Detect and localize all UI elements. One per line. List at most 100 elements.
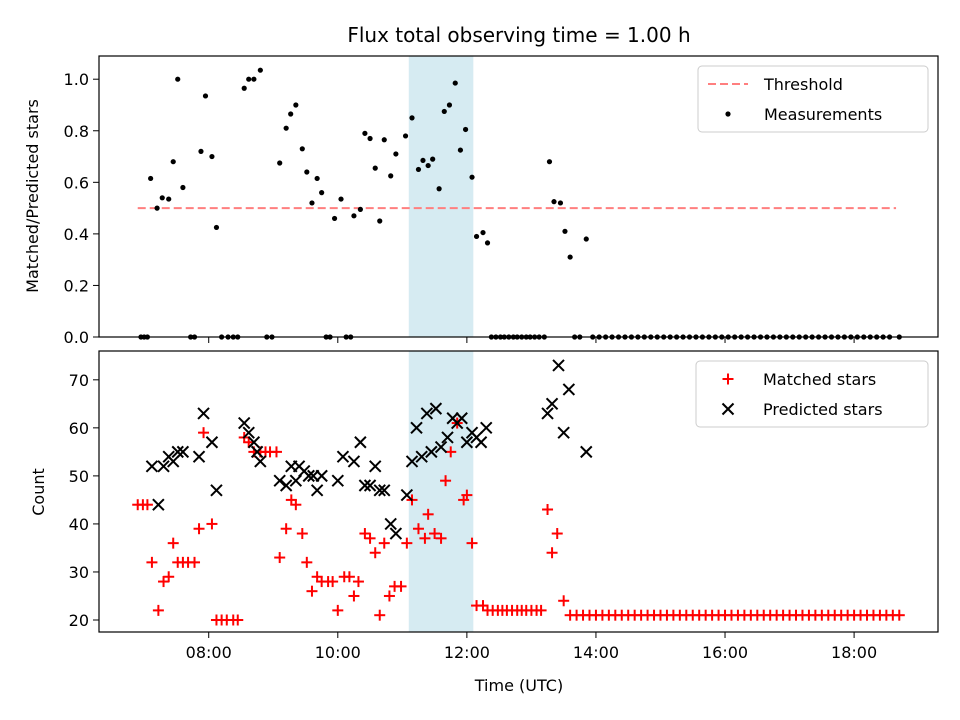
cross-b [425,445,438,459]
measurement-point [288,111,294,117]
predicted-point [441,431,454,444]
measurement-point [402,133,409,139]
matched-point [189,556,201,568]
predicted-point [171,445,184,459]
predicted-point [369,460,382,473]
bottom-y-tick-label: 30 [69,563,89,582]
cross-b [279,479,293,492]
measurement-point [362,130,368,136]
predicted-point [210,484,223,497]
measurement-point [180,184,186,191]
predicted-point [238,416,251,430]
cross-b [415,450,428,463]
legend-predicted-swatch [721,402,735,416]
cross-b [145,460,159,473]
matched-point [535,604,547,616]
bottom-y-tick-label: 70 [69,371,89,390]
measurement-point [430,156,436,162]
predicted-point [378,484,391,497]
measurement-point [338,196,344,202]
measurement-point [159,195,165,201]
predicted-point [176,445,190,459]
predicted-point [331,474,344,487]
top-y-tick-label: 0.6 [64,173,89,192]
predicted-point [429,402,443,415]
x-tick-label: 10:00 [315,643,361,662]
cross-b [562,383,576,396]
cross-b [580,445,593,459]
cross-b [363,479,377,492]
matched-point [274,552,286,564]
cross-b [247,436,261,449]
predicted-point [247,436,261,449]
bottom-legend-box [695,360,929,428]
cross-b [460,436,474,449]
x-axis-label: Time (UTC) [474,676,563,695]
predicted-point [347,455,361,468]
legend-matched-swatch [722,373,734,385]
measurement-point [209,153,215,160]
matched-point [352,576,364,588]
cross-b [242,426,255,439]
predicted-point [254,455,267,468]
matched-point [348,590,360,602]
top-y-tick-label: 0.2 [64,276,89,295]
legend-matched-marker [722,373,734,385]
predicted-point [197,407,210,420]
bottom-x-ticks: 08:00 10:00 12:00 14:00 16:00 18:00 [186,632,877,662]
measurement-point [420,157,426,164]
measurement-point [367,135,373,142]
matched-point [146,556,158,568]
measurement-point [415,166,422,173]
matched-point [364,532,376,544]
measurement-point [462,126,469,133]
measurement-point [154,205,160,211]
matched-point [158,576,170,588]
measurement-point [567,254,573,260]
predicted-point [310,484,324,497]
cross-b [152,498,165,511]
cross-b [405,455,419,468]
x-tick-label: 14:00 [573,643,619,662]
cross-b [171,445,184,459]
measurement-point [277,160,283,166]
cross-b [238,416,251,430]
measurement-point [441,108,447,115]
predicted-point [157,460,170,473]
measurement-point [446,102,453,108]
cross-b [250,445,264,459]
predicted-point [562,383,576,396]
cross-b [347,455,361,468]
cross-b [557,426,570,439]
bottom-axes-frame [98,350,939,633]
matched-point [206,518,218,530]
matched-point [461,489,473,501]
cross-b [474,436,488,449]
matched-point [558,595,570,607]
top-y-axis-label: Matched/Predicted stars [23,99,42,293]
measurement-point [314,175,320,182]
matched-point [290,499,302,511]
bottom-legend: Matched stars Predicted stars [695,360,929,428]
measurement-point [388,173,394,179]
cross-b [157,460,170,473]
matched-point [232,614,244,626]
predicted-point [425,445,438,459]
predicted-point [167,455,180,468]
measurement-point [480,229,486,236]
cross-b [315,469,328,483]
matched-point [551,528,563,540]
matched-point [301,556,313,568]
matched-point [327,576,339,588]
cross-b [389,527,403,540]
cross-b [480,421,493,435]
predicted-point [145,460,159,473]
predicted-point [580,445,593,459]
bottom-y-tick-label: 60 [69,419,89,438]
predicted-point [302,469,315,483]
measurement-point [251,76,257,82]
measurement-point [202,93,209,99]
predicted-point [541,407,554,420]
measurement-point [457,147,464,153]
